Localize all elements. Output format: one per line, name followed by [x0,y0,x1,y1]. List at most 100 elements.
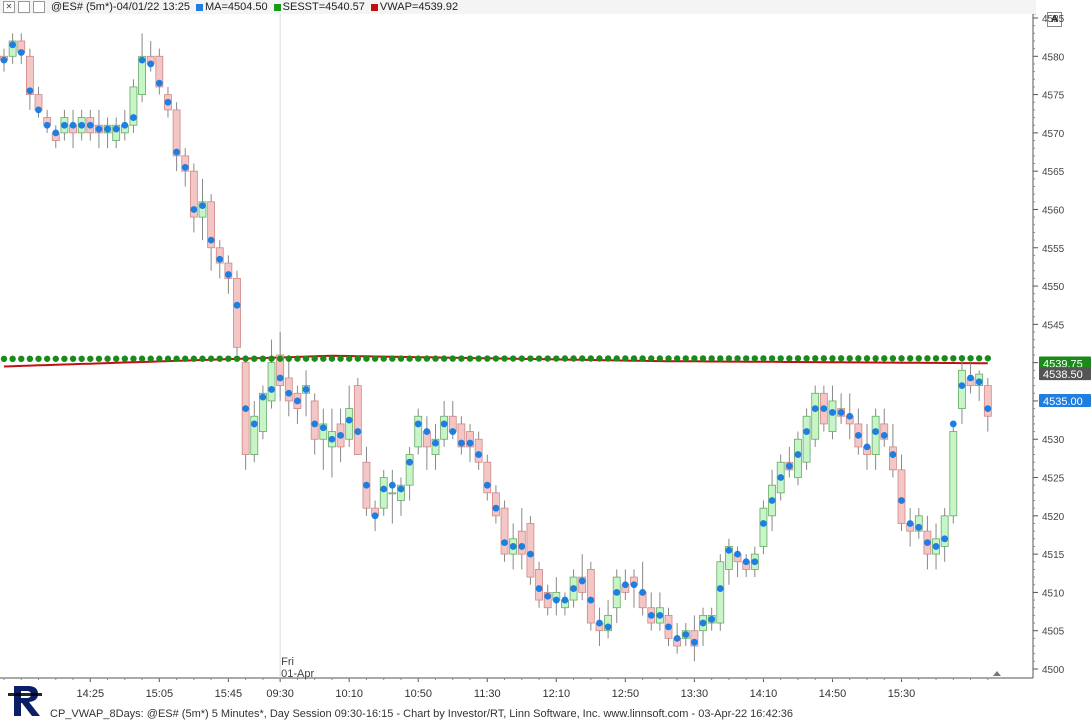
candle-body [578,576,587,593]
candle-body [500,507,509,555]
autoscale-button[interactable]: A [1047,12,1062,27]
ma-dot [69,121,77,129]
ma-dot [760,520,767,527]
candle-body [716,561,725,624]
sesst-dot [924,355,931,362]
sesst-dot [872,355,879,362]
sesst-dot [768,355,776,362]
x-tick-label: 13:30 [681,688,709,700]
x-tick-label: 14:50 [819,688,847,700]
sesst-dot [121,355,129,362]
candle-body [431,438,440,455]
sesst-dot [717,355,724,362]
candle-body [871,415,880,455]
ma-dot [26,87,34,95]
candle-body [155,55,164,88]
candle-body [526,523,535,578]
y-tick-label: 4505 [1042,627,1065,638]
y-tick-label: 4510 [1042,588,1065,599]
ma-dot [363,481,370,489]
candle-body [138,55,146,95]
sesst-dot [829,355,836,362]
sesst-dot [648,355,655,362]
candle-body [189,170,198,218]
ma-dot [173,148,181,156]
x-tick-label: 10:50 [404,688,432,700]
ma-dot [328,435,336,443]
candle-body [690,630,699,647]
x-tick-label: 15:30 [888,688,916,700]
candle-body [353,385,362,455]
legend-vwap: VWAP=4539.92 [379,1,459,13]
ma-dot [915,523,923,531]
sesst-dot [43,355,51,362]
ma-dot [259,393,267,401]
candle-body [725,546,733,570]
ma-dot [483,481,491,489]
ma-dot [371,512,379,520]
ma-dot [647,611,655,619]
ma-dot [43,121,51,129]
ma-dot [242,405,250,412]
sesst-dot [320,355,327,362]
sesst-dot [604,355,612,362]
candle-body [397,484,405,501]
ma-dot [311,420,319,428]
ma-dot [294,397,301,405]
scroll-marker-icon [993,671,1001,676]
sesst-dot [9,355,16,363]
ma-dot [570,585,577,592]
sesst-dot [0,355,8,363]
sesst-dot [268,355,275,362]
sesst-dot [164,355,172,362]
sesst-dot [156,355,163,362]
sesst-dot [760,355,767,362]
x-tick-label: 12:10 [543,688,571,700]
ma-dot [147,60,155,68]
sesst-dot [371,355,379,362]
sesst-dot [673,355,681,362]
ma-dot [337,432,344,439]
ma-dot [354,428,362,435]
ma-dot [432,439,439,447]
ma-dot [509,543,517,550]
sesst-dot [259,355,267,362]
ma-dot [302,386,310,393]
sesst-dot [596,355,603,362]
ma-dot [578,577,586,585]
ma-dot [388,481,396,489]
y-tick-label: 4520 [1042,512,1065,523]
close-icon[interactable]: ✕ [3,1,15,13]
sesst-swatch [273,3,281,11]
candle-body [112,124,121,141]
price-axis-label-bg [1039,393,1091,407]
sesst-dot [440,355,448,362]
ma-dot [742,558,750,566]
window-icon-2[interactable] [33,1,45,13]
sesst-dot [846,355,853,362]
sesst-dot [777,355,784,362]
ma-dot [785,462,793,470]
sesst-dot [95,355,103,362]
candle-body [215,247,224,264]
plot-area [0,14,1033,678]
sesst-dot [535,355,543,362]
sesst-dot [691,355,698,362]
ma-swatch [195,3,203,11]
ma-dot [250,420,258,428]
ma-dot [0,56,8,64]
candle-body [440,415,449,440]
sesst-dot [509,355,517,362]
candle-body [276,354,285,387]
ma-dot [535,585,543,592]
sesst-dot [87,355,94,362]
y-tick-label: 4570 [1042,129,1065,140]
ma-dot [846,412,854,420]
window-icon[interactable] [18,1,30,13]
sesst-dot [52,355,59,362]
ma-dot [716,585,724,592]
sesst-dot [328,355,336,362]
y-tick-label: 4575 [1042,91,1065,102]
ma-dot [691,638,698,646]
